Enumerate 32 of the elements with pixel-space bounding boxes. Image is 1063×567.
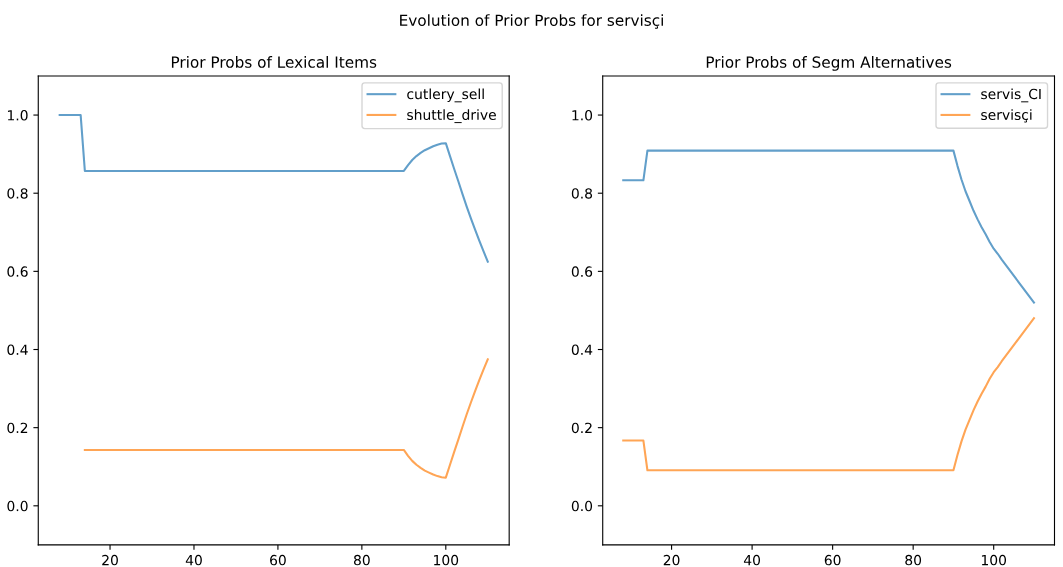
legend-label: servisçi (981, 109, 1032, 123)
line-series (83, 358, 489, 479)
y-tick-label: 0.8 (7, 188, 28, 199)
line-series (622, 317, 1035, 472)
text: Evolution of Prior Probs for servisçi (400, 14, 663, 29)
x-tick-label: 60 (270, 554, 286, 566)
x-tick-label: 80 (353, 554, 370, 566)
chart-title: Prior Probs of Lexical Items (171, 56, 377, 68)
y-tick-label: 0.6 (571, 266, 593, 277)
x-tick-label: 40 (743, 554, 761, 566)
y-tick-label: 0.0 (7, 500, 28, 512)
y-tick-label: 1.0 (572, 110, 593, 121)
y-tick-label: 0.2 (571, 422, 592, 434)
y-tick-label: 0.4 (7, 344, 28, 355)
y-tick-label: 1.0 (7, 110, 28, 121)
y-tick-label: 0.2 (7, 422, 28, 434)
x-tick-label: 20 (663, 554, 680, 566)
chart-title: Prior Probs of Segm Alternatives (706, 56, 952, 71)
legend-label: shuttle_drive (407, 109, 496, 124)
y-tick-label: 0.6 (7, 266, 28, 277)
y-tick-label: 0.8 (571, 188, 593, 199)
legend-label: servis_CI (981, 88, 1041, 103)
x-tick-label: 100 (981, 554, 1007, 566)
y-tick-label: 0.4 (571, 344, 593, 355)
line-series (622, 149, 1035, 304)
x-tick-label: 60 (824, 554, 841, 566)
legend-label: cutlery_sell (407, 88, 484, 103)
x-tick-label: 40 (185, 554, 202, 566)
x-tick-label: 80 (905, 554, 922, 566)
y-tick-label: 0.0 (571, 500, 593, 512)
x-tick-label: 100 (434, 554, 459, 566)
x-tick-label: 20 (102, 554, 118, 566)
